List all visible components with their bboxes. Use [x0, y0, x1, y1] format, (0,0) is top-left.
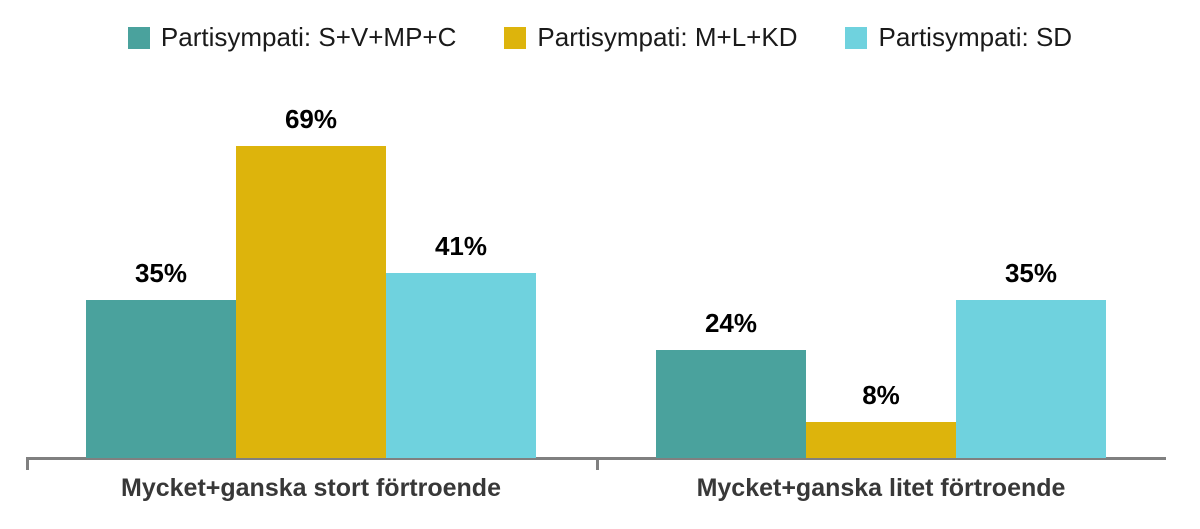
data-label: 35%: [1004, 258, 1058, 288]
data-label: 24%: [704, 308, 758, 338]
legend-label: Partisympati: SD: [878, 22, 1073, 52]
legend-item-2: Partisympati: SD: [845, 22, 1072, 53]
chart-legend: Partisympati: S+V+MP+C Partisympati: M+L+…: [0, 22, 1200, 53]
bar-series0-cat0: [86, 300, 236, 458]
legend-swatch-icon: [127, 26, 150, 49]
legend-swatch-icon: [504, 26, 527, 49]
bar-series0-cat1: [656, 350, 806, 458]
axis-tick: [596, 457, 599, 470]
legend-item-0: Partisympati: S+V+MP+C: [127, 22, 457, 53]
legend-item-1: Partisympati: M+L+KD: [504, 22, 797, 53]
data-label: 69%: [284, 104, 338, 134]
category-label: Mycket+ganska stort förtroende: [121, 474, 501, 502]
bar-series1-cat0: [236, 146, 386, 458]
category-label: Mycket+ganska litet förtroende: [696, 474, 1066, 502]
bar-series1-cat1: [806, 422, 956, 458]
data-label: 8%: [862, 380, 900, 410]
data-label: 41%: [434, 231, 488, 261]
legend-label: Partisympati: S+V+MP+C: [160, 22, 457, 52]
bar-series2-cat1: [956, 300, 1106, 458]
legend-label: Partisympati: M+L+KD: [537, 22, 798, 52]
axis-tick: [26, 457, 29, 470]
legend-swatch-icon: [845, 26, 868, 49]
data-label: 35%: [134, 258, 188, 288]
bar-series2-cat0: [386, 273, 536, 458]
